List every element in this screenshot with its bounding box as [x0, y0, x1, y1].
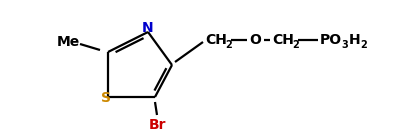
Text: Me: Me: [56, 35, 80, 49]
Text: N: N: [142, 21, 154, 35]
Text: S: S: [101, 91, 111, 105]
Text: 2: 2: [225, 40, 232, 50]
Text: Br: Br: [148, 118, 166, 132]
Text: PO: PO: [320, 33, 342, 47]
Text: 3: 3: [341, 40, 348, 50]
Text: 2: 2: [292, 40, 299, 50]
Text: CH: CH: [272, 33, 294, 47]
Text: 2: 2: [360, 40, 367, 50]
Text: H: H: [349, 33, 361, 47]
Text: O: O: [249, 33, 261, 47]
Text: CH: CH: [205, 33, 227, 47]
